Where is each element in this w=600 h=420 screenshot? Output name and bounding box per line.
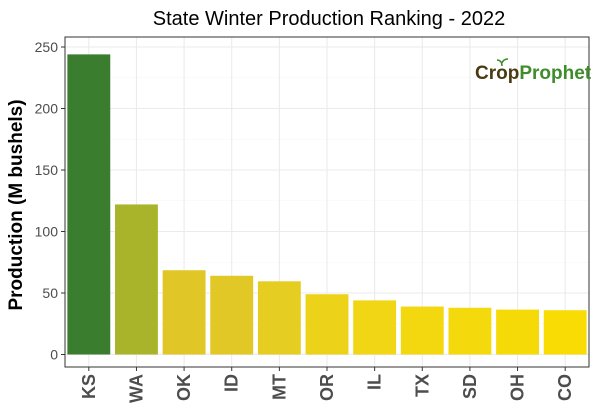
x-tick-label: TX xyxy=(412,374,432,397)
logo-text-prophet: Prophet xyxy=(519,63,591,84)
panel-border xyxy=(64,36,590,368)
y-tick-label: 250 xyxy=(35,39,59,55)
bars-group xyxy=(67,54,587,355)
x-tick-label: OK xyxy=(174,374,194,401)
y-axis: 0 50 100 150 200 250 xyxy=(35,39,65,363)
bar-co xyxy=(543,310,587,355)
y-tick-label: 0 xyxy=(50,347,58,363)
x-tick-label: OH xyxy=(508,374,528,401)
bar-sd xyxy=(448,307,492,355)
bar-ok xyxy=(162,270,206,355)
bar-ks xyxy=(67,54,111,355)
cropprophet-logo: CropProphet xyxy=(475,58,592,84)
x-tick-label: CO xyxy=(555,374,575,401)
y-tick-label: 50 xyxy=(42,285,58,301)
y-axis-label: Production (M bushels) xyxy=(6,99,27,310)
bar-mt xyxy=(257,281,301,355)
chart-title: State Winter Production Ranking - 2022 xyxy=(153,8,505,30)
bar-id xyxy=(210,275,254,355)
logo-text-crop: Crop xyxy=(475,63,519,84)
x-tick-label: SD xyxy=(460,374,480,399)
y-tick-label: 100 xyxy=(35,224,59,240)
sprout-icon xyxy=(496,58,509,67)
x-tick-label: WA xyxy=(126,374,146,403)
x-tick-label: ID xyxy=(222,374,242,392)
bar-tx xyxy=(400,306,444,355)
bar-il xyxy=(353,300,397,355)
y-tick-label: 200 xyxy=(35,101,59,117)
x-tick-label: KS xyxy=(79,374,99,399)
x-tick-label: IL xyxy=(365,374,385,390)
y-tick-label: 150 xyxy=(35,162,59,178)
x-tick-label: OR xyxy=(317,374,337,401)
x-axis: KS WA OK ID MT OR IL TX SD OH CO xyxy=(79,367,575,403)
bar-or xyxy=(305,294,349,355)
x-tick-label: MT xyxy=(269,374,289,400)
logo-text: CropProphet xyxy=(475,63,592,84)
bar-oh xyxy=(496,309,539,355)
bar-wa xyxy=(115,204,158,355)
